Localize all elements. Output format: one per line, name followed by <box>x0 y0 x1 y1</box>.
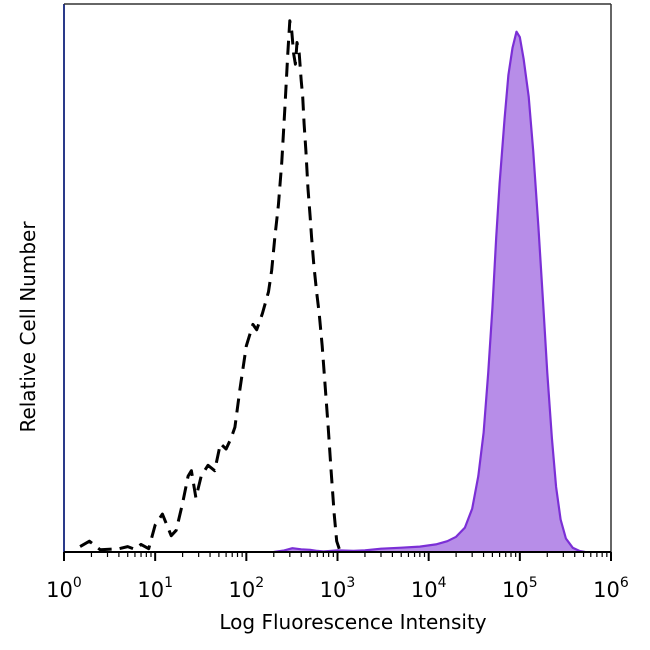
histogram-dashed-line <box>79 19 343 553</box>
histogram-filled-outline <box>273 30 586 554</box>
x-tick-label: 101 <box>137 575 173 602</box>
x-tick-label: 102 <box>229 575 265 602</box>
x-tick-label: 105 <box>502 575 538 602</box>
x-axis-ticks: 100 101 102 103 104 105 106 <box>46 552 629 602</box>
x-axis-title: Log Fluorescence Intensity <box>219 610 486 634</box>
y-axis-title: Relative Cell Number <box>16 221 40 433</box>
histogram-filled-area <box>273 31 586 552</box>
x-tick-label: 104 <box>411 575 447 602</box>
x-tick-label: 106 <box>593 575 629 602</box>
x-tick-label: 103 <box>320 575 356 602</box>
plot-area <box>79 19 586 554</box>
x-tick-label: 100 <box>46 575 82 602</box>
